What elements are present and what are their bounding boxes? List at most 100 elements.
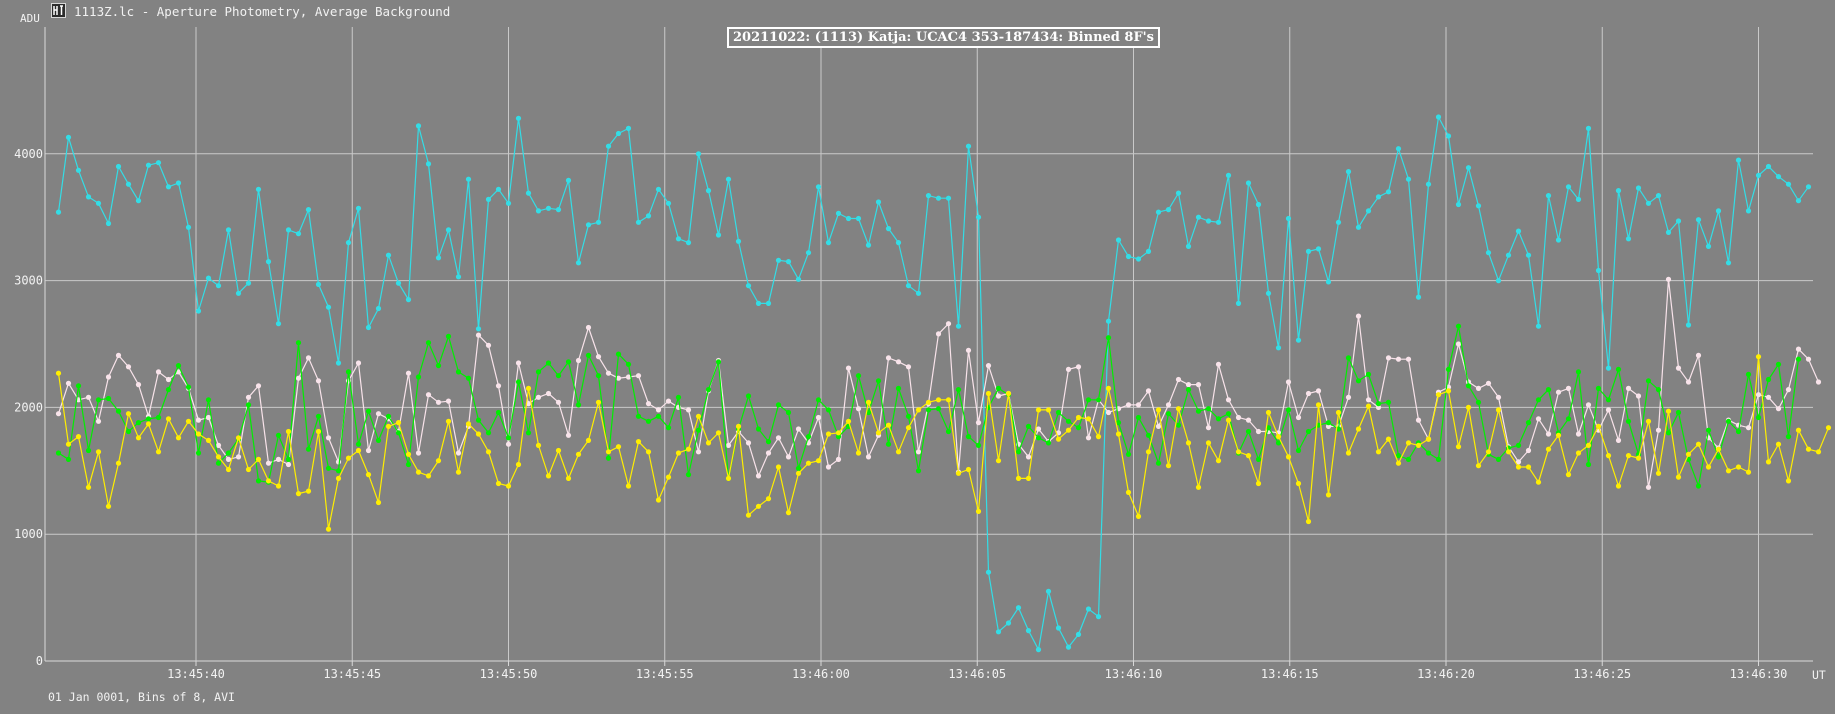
data-point bbox=[1645, 378, 1652, 384]
data-point bbox=[425, 392, 432, 398]
data-point bbox=[1485, 380, 1492, 386]
data-point bbox=[1175, 422, 1182, 428]
data-point bbox=[1495, 278, 1502, 284]
series-2 bbox=[55, 276, 1822, 490]
data-point bbox=[1455, 341, 1462, 347]
data-point bbox=[1515, 459, 1522, 465]
data-point bbox=[845, 215, 852, 222]
data-point bbox=[1135, 513, 1142, 520]
data-point bbox=[1735, 464, 1742, 470]
data-point bbox=[1305, 248, 1312, 254]
data-point bbox=[1395, 146, 1402, 152]
data-point bbox=[195, 431, 202, 437]
data-point bbox=[685, 472, 692, 478]
tangra-app-icon[interactable] bbox=[51, 3, 66, 18]
data-point bbox=[1155, 407, 1162, 413]
data-point bbox=[1695, 352, 1702, 358]
data-point bbox=[745, 512, 752, 518]
data-point bbox=[885, 422, 892, 428]
data-point bbox=[615, 130, 622, 137]
window-header: 1113Z.lc - Aperture Photometry, Average … bbox=[0, 0, 1835, 26]
data-point bbox=[765, 300, 772, 306]
data-point bbox=[1015, 449, 1022, 455]
chart-title: 20211022: (1113) Katja: UCAC4 353-187434… bbox=[727, 27, 1160, 48]
data-point bbox=[605, 449, 612, 455]
data-point bbox=[375, 411, 382, 417]
data-point bbox=[55, 370, 62, 376]
data-point bbox=[315, 413, 322, 419]
data-point bbox=[675, 236, 682, 242]
data-point bbox=[1115, 431, 1122, 437]
data-point bbox=[495, 186, 502, 192]
data-point bbox=[1755, 354, 1762, 360]
data-point bbox=[585, 222, 592, 228]
data-point bbox=[1705, 427, 1712, 433]
data-point bbox=[715, 430, 722, 436]
data-point bbox=[1195, 408, 1202, 414]
data-point bbox=[445, 227, 452, 233]
data-point bbox=[685, 240, 692, 246]
data-point bbox=[1065, 418, 1072, 424]
data-point bbox=[185, 418, 192, 424]
data-point bbox=[125, 364, 132, 370]
data-point bbox=[655, 186, 662, 192]
data-point bbox=[455, 369, 462, 375]
data-point bbox=[1225, 417, 1232, 423]
data-point bbox=[325, 304, 332, 310]
data-point bbox=[535, 442, 542, 448]
data-point bbox=[905, 425, 912, 431]
data-point bbox=[925, 399, 932, 405]
data-point bbox=[1245, 417, 1252, 423]
data-point bbox=[265, 259, 272, 265]
data-point bbox=[1515, 464, 1522, 470]
data-point bbox=[1795, 356, 1802, 362]
data-point bbox=[705, 188, 712, 194]
data-point bbox=[875, 430, 882, 436]
data-point bbox=[755, 503, 762, 509]
data-point bbox=[655, 407, 662, 413]
data-point bbox=[1765, 459, 1772, 465]
data-point bbox=[475, 431, 482, 437]
data-point bbox=[1305, 428, 1312, 435]
data-point bbox=[295, 231, 302, 237]
data-point bbox=[895, 240, 902, 246]
data-point bbox=[1225, 397, 1232, 403]
data-point bbox=[1325, 279, 1332, 285]
data-point bbox=[495, 480, 502, 487]
data-point bbox=[1365, 397, 1372, 403]
data-point bbox=[1455, 323, 1462, 329]
window-title: 1113Z.lc - Aperture Photometry, Average … bbox=[74, 4, 451, 19]
data-point bbox=[1725, 260, 1732, 266]
data-point bbox=[1655, 470, 1662, 476]
y-tick-label: 4000 bbox=[14, 147, 43, 161]
data-point bbox=[175, 363, 182, 369]
data-point bbox=[425, 340, 432, 346]
data-point bbox=[935, 331, 942, 337]
data-point bbox=[795, 276, 802, 282]
data-point bbox=[1035, 647, 1042, 653]
data-point bbox=[1305, 390, 1312, 397]
data-point bbox=[1575, 450, 1582, 456]
data-point bbox=[905, 413, 912, 419]
data-point bbox=[155, 160, 162, 166]
data-point bbox=[1625, 418, 1632, 424]
data-point bbox=[215, 460, 222, 466]
data-point bbox=[1345, 394, 1352, 400]
data-point bbox=[1605, 365, 1612, 371]
data-point bbox=[1605, 453, 1612, 459]
data-point bbox=[1175, 376, 1182, 383]
data-point bbox=[1045, 440, 1052, 446]
data-point bbox=[945, 321, 952, 327]
data-point bbox=[1495, 407, 1502, 413]
data-point bbox=[1645, 418, 1652, 424]
data-point bbox=[1655, 193, 1662, 199]
data-point bbox=[635, 439, 642, 445]
data-point bbox=[1255, 480, 1262, 487]
data-point bbox=[1525, 464, 1532, 470]
data-point bbox=[1145, 449, 1152, 455]
data-point bbox=[1405, 440, 1412, 446]
data-point bbox=[1075, 414, 1082, 421]
data-point bbox=[365, 324, 372, 331]
data-point bbox=[655, 497, 662, 503]
data-point bbox=[1195, 214, 1202, 220]
